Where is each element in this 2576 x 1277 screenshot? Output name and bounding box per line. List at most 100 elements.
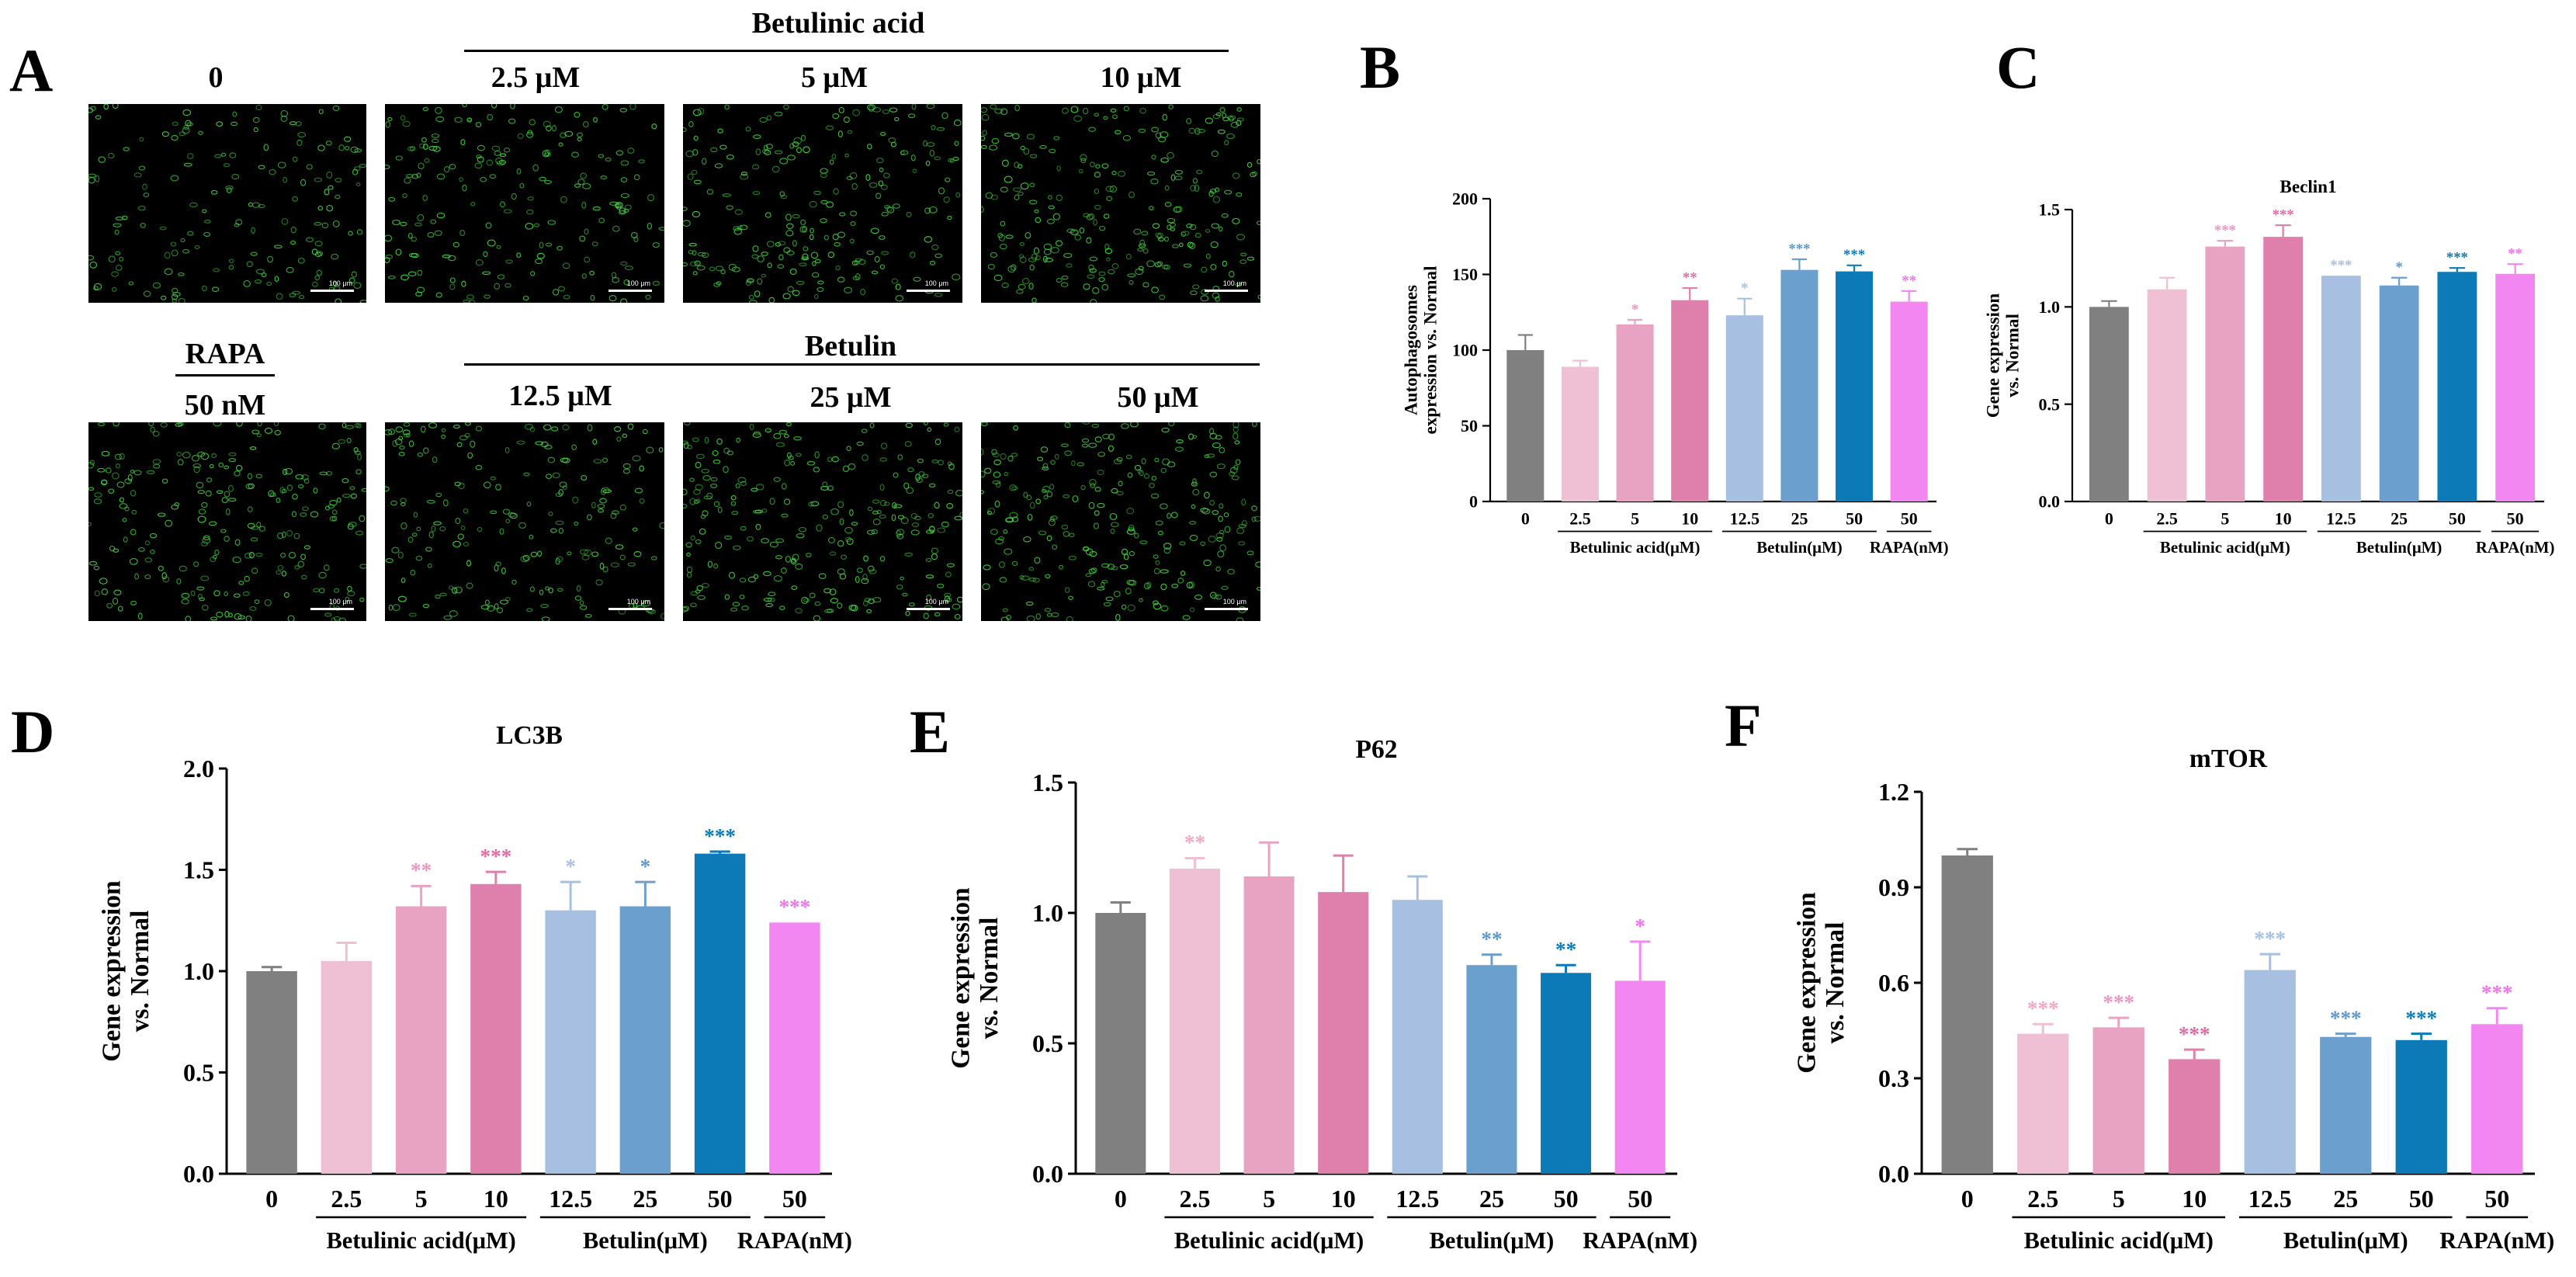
cell-mark bbox=[1255, 561, 1260, 568]
cell-mark bbox=[329, 516, 336, 522]
cell-mark bbox=[529, 119, 536, 126]
cell-mark bbox=[314, 275, 321, 281]
cell-mark bbox=[274, 429, 281, 435]
x-tick-label: 10 bbox=[2182, 1185, 2207, 1213]
cell-mark bbox=[1187, 241, 1194, 248]
cell-mark bbox=[608, 295, 617, 302]
cell-mark bbox=[791, 585, 798, 591]
panel-letter-d: D bbox=[11, 698, 55, 765]
cell-mark bbox=[1004, 132, 1013, 137]
bar bbox=[2169, 1059, 2221, 1174]
cell-mark bbox=[228, 458, 237, 463]
cell-mark bbox=[774, 150, 783, 154]
cell-mark bbox=[701, 468, 710, 474]
cell-mark bbox=[1113, 459, 1122, 465]
cell-mark bbox=[264, 427, 273, 434]
cell-mark bbox=[839, 212, 846, 217]
cell-mark bbox=[814, 451, 820, 459]
cell-mark bbox=[579, 605, 588, 610]
micrograph: 100 μm bbox=[88, 422, 366, 621]
cell-mark bbox=[196, 481, 204, 489]
cell-mark bbox=[216, 611, 224, 618]
significance-marker: * bbox=[1631, 301, 1638, 318]
x-tick-label: 2.5 bbox=[1569, 509, 1591, 529]
cell-mark bbox=[499, 159, 507, 165]
cell-mark bbox=[850, 221, 856, 227]
cell-mark bbox=[245, 615, 252, 621]
cell-mark bbox=[1097, 451, 1106, 457]
cell-mark bbox=[1085, 548, 1094, 556]
cell-mark bbox=[196, 586, 205, 591]
cell-mark bbox=[348, 277, 355, 284]
cell-mark bbox=[1215, 594, 1222, 600]
scale-bar-label: 100 μm bbox=[328, 598, 352, 606]
cell-mark bbox=[849, 509, 854, 516]
cell-mark bbox=[776, 442, 785, 447]
cell-mark bbox=[255, 553, 263, 557]
cell-mark bbox=[533, 223, 540, 227]
bar bbox=[2205, 246, 2245, 501]
cell-mark bbox=[411, 236, 418, 242]
cell-mark bbox=[683, 503, 688, 508]
cell-mark bbox=[251, 567, 258, 574]
x-tick-label: 0 bbox=[265, 1185, 278, 1213]
cell-mark bbox=[1050, 460, 1056, 465]
cell-mark bbox=[1141, 458, 1146, 465]
cell-mark bbox=[998, 536, 1004, 541]
cell-mark bbox=[598, 217, 605, 224]
cell-mark bbox=[790, 558, 797, 565]
cell-mark bbox=[460, 526, 466, 530]
cell-mark bbox=[326, 171, 333, 179]
cell-mark bbox=[115, 217, 123, 220]
cell-mark bbox=[177, 422, 184, 426]
cell-mark bbox=[574, 521, 579, 526]
cell-mark bbox=[347, 591, 355, 597]
cell-mark bbox=[1217, 550, 1225, 558]
cell-mark bbox=[923, 140, 927, 147]
cell-mark bbox=[734, 209, 743, 215]
cell-mark bbox=[502, 508, 511, 515]
cell-mark bbox=[149, 533, 158, 539]
significance-marker: *** bbox=[2405, 1006, 2437, 1029]
cell-mark bbox=[766, 241, 775, 248]
cell-mark bbox=[689, 498, 696, 505]
cell-mark bbox=[1156, 233, 1162, 240]
cell-mark bbox=[555, 557, 560, 565]
cell-mark bbox=[1188, 581, 1194, 588]
cell-mark bbox=[1168, 104, 1174, 109]
cell-mark bbox=[868, 565, 875, 572]
cell-mark bbox=[111, 286, 117, 292]
cell-mark bbox=[231, 121, 238, 127]
cell-mark bbox=[827, 456, 833, 463]
cell-mark bbox=[952, 603, 961, 610]
cell-mark bbox=[622, 463, 631, 470]
cell-mark bbox=[108, 255, 116, 263]
cell-mark bbox=[900, 576, 904, 581]
cell-mark bbox=[346, 438, 352, 443]
cell-mark bbox=[1224, 526, 1231, 533]
cell-mark bbox=[773, 432, 782, 439]
cell-mark bbox=[234, 223, 240, 227]
cell-mark bbox=[501, 567, 506, 574]
cell-mark bbox=[658, 447, 664, 453]
cell-mark bbox=[1122, 134, 1132, 141]
cell-mark bbox=[897, 454, 903, 460]
cell-mark bbox=[526, 608, 533, 612]
cell-mark bbox=[504, 597, 511, 602]
cell-mark bbox=[1138, 265, 1144, 271]
cell-mark bbox=[1072, 495, 1079, 503]
cell-mark bbox=[695, 539, 702, 544]
cell-mark bbox=[245, 484, 254, 490]
cell-mark bbox=[505, 519, 511, 524]
cell-mark bbox=[796, 533, 805, 539]
cell-mark bbox=[1219, 529, 1225, 535]
cell-mark bbox=[183, 162, 192, 167]
cell-mark bbox=[793, 137, 802, 144]
cell-mark bbox=[774, 111, 783, 116]
cell-mark bbox=[480, 177, 487, 182]
cell-mark bbox=[981, 107, 988, 113]
y-tick-label: 100 bbox=[1452, 341, 1478, 360]
cell-mark bbox=[475, 425, 483, 432]
cell-mark bbox=[781, 513, 789, 518]
cell-mark bbox=[792, 240, 797, 247]
